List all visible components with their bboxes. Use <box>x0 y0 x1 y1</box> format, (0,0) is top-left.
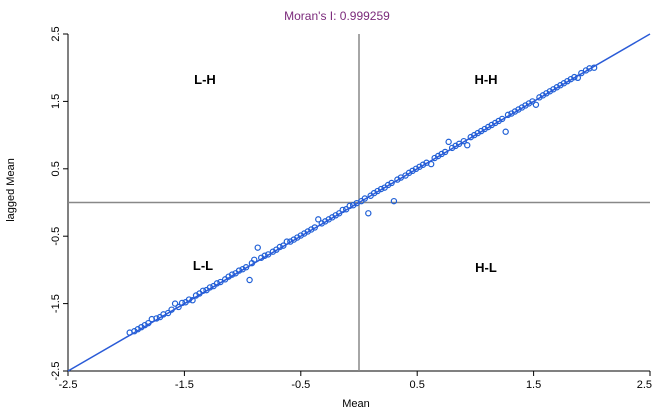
quadrant-label-hl: H-L <box>475 260 497 275</box>
x-tick-label: 1.5 <box>526 379 541 391</box>
data-point <box>175 303 182 311</box>
x-tick-label: 0.5 <box>410 379 425 391</box>
chart-title: Moran's I: 0.999259 <box>284 9 390 23</box>
quadrant-label-hh: H-H <box>474 72 497 87</box>
quadrant-label-lh: L-H <box>194 72 216 87</box>
data-point <box>502 128 509 135</box>
x-tick-label: -1.5 <box>175 379 194 391</box>
axes: -2.5 -1.5 -0.5 0.5 1.5 2.5 -2.5 -1.5 -0.5 0.5 1.5 2… <box>50 26 652 391</box>
data-point <box>390 197 398 205</box>
y-tick-label: 2.5 <box>50 26 62 41</box>
data-point <box>445 138 452 146</box>
regression-line <box>67 33 651 372</box>
y-tick-label: 0.5 <box>50 161 62 176</box>
regression-line-group <box>67 33 651 372</box>
data-point <box>532 101 540 108</box>
y-tick-label: -2.5 <box>50 362 62 381</box>
data-point <box>254 244 261 251</box>
data-point <box>315 216 322 223</box>
data-point <box>365 210 372 217</box>
x-axis-title: Mean <box>342 398 370 409</box>
y-tick-label: -0.5 <box>50 227 62 246</box>
x-tick-label: -2.5 <box>59 379 78 391</box>
y-tick-label: 1.5 <box>50 94 62 109</box>
data-point <box>246 276 253 284</box>
y-tick-label: -1.5 <box>50 294 62 313</box>
x-tick-label: 2.5 <box>637 379 652 391</box>
x-tick-label: -0.5 <box>291 379 310 391</box>
y-axis-title: lagged Mean <box>5 158 17 222</box>
data-point <box>171 300 179 307</box>
quadrant-label-ll: L-L <box>193 258 213 273</box>
data-point <box>464 142 471 149</box>
data-point <box>164 309 172 317</box>
